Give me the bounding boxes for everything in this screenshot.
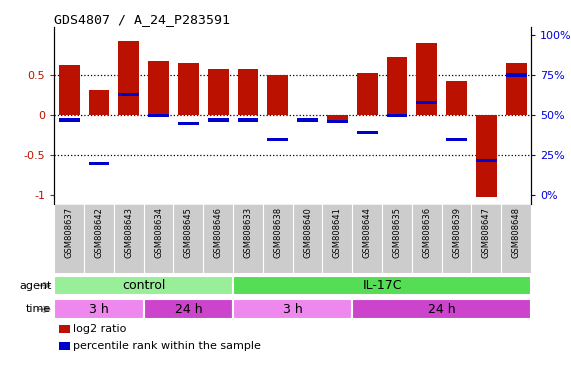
Bar bbox=[327, 115, 348, 120]
Bar bbox=[416, 101, 437, 104]
Text: 3 h: 3 h bbox=[89, 303, 109, 316]
Text: GSM808633: GSM808633 bbox=[243, 207, 252, 258]
Bar bbox=[238, 70, 258, 115]
Bar bbox=[59, 118, 79, 122]
Bar bbox=[208, 69, 228, 115]
Text: GSM808647: GSM808647 bbox=[482, 207, 491, 258]
Text: IL-17C: IL-17C bbox=[362, 279, 402, 292]
Text: GSM808636: GSM808636 bbox=[422, 207, 431, 258]
Bar bbox=[54, 276, 233, 295]
Text: GSM808639: GSM808639 bbox=[452, 207, 461, 258]
Text: percentile rank within the sample: percentile rank within the sample bbox=[73, 341, 261, 351]
Text: GSM808642: GSM808642 bbox=[94, 207, 103, 258]
Text: GSM808635: GSM808635 bbox=[392, 207, 401, 258]
Bar bbox=[357, 73, 377, 115]
Text: agent: agent bbox=[19, 280, 51, 291]
Text: 24 h: 24 h bbox=[175, 303, 202, 316]
Bar bbox=[387, 56, 407, 115]
Text: GSM808644: GSM808644 bbox=[363, 207, 372, 258]
Bar bbox=[446, 138, 467, 141]
Text: GSM808645: GSM808645 bbox=[184, 207, 193, 258]
Bar bbox=[233, 300, 352, 319]
Bar bbox=[178, 63, 199, 115]
Bar bbox=[416, 43, 437, 115]
Bar bbox=[357, 131, 377, 134]
Bar bbox=[387, 114, 407, 117]
Text: GSM808641: GSM808641 bbox=[333, 207, 342, 258]
Bar bbox=[352, 300, 531, 319]
Bar bbox=[476, 115, 497, 197]
Text: GSM808634: GSM808634 bbox=[154, 207, 163, 258]
Bar bbox=[267, 138, 288, 141]
Bar bbox=[446, 81, 467, 115]
Bar bbox=[59, 65, 79, 115]
Bar bbox=[476, 159, 497, 162]
Bar bbox=[208, 118, 228, 122]
Text: 3 h: 3 h bbox=[283, 303, 303, 316]
Bar bbox=[238, 118, 258, 122]
Text: GSM808646: GSM808646 bbox=[214, 207, 223, 258]
Text: log2 ratio: log2 ratio bbox=[73, 324, 127, 334]
Text: control: control bbox=[122, 279, 166, 292]
Bar bbox=[267, 75, 288, 115]
Bar bbox=[148, 114, 169, 117]
Text: 24 h: 24 h bbox=[428, 303, 456, 316]
Bar bbox=[297, 118, 318, 122]
Bar bbox=[144, 300, 233, 319]
Text: GSM808637: GSM808637 bbox=[65, 207, 74, 258]
Bar bbox=[54, 300, 144, 319]
Bar bbox=[506, 63, 526, 115]
Bar bbox=[59, 343, 70, 350]
Text: GSM808648: GSM808648 bbox=[512, 207, 521, 258]
Bar bbox=[148, 61, 169, 115]
Bar bbox=[89, 162, 110, 165]
Bar bbox=[506, 73, 526, 77]
Text: GSM808640: GSM808640 bbox=[303, 207, 312, 258]
Bar bbox=[118, 41, 139, 115]
Text: GSM808643: GSM808643 bbox=[124, 207, 133, 258]
Bar bbox=[118, 93, 139, 96]
Bar bbox=[59, 325, 70, 333]
Bar bbox=[327, 120, 348, 123]
Bar bbox=[178, 122, 199, 125]
Text: time: time bbox=[26, 304, 51, 314]
Text: GDS4807 / A_24_P283591: GDS4807 / A_24_P283591 bbox=[54, 13, 230, 26]
Bar bbox=[89, 89, 110, 115]
Bar bbox=[233, 276, 531, 295]
Text: GSM808638: GSM808638 bbox=[274, 207, 282, 258]
